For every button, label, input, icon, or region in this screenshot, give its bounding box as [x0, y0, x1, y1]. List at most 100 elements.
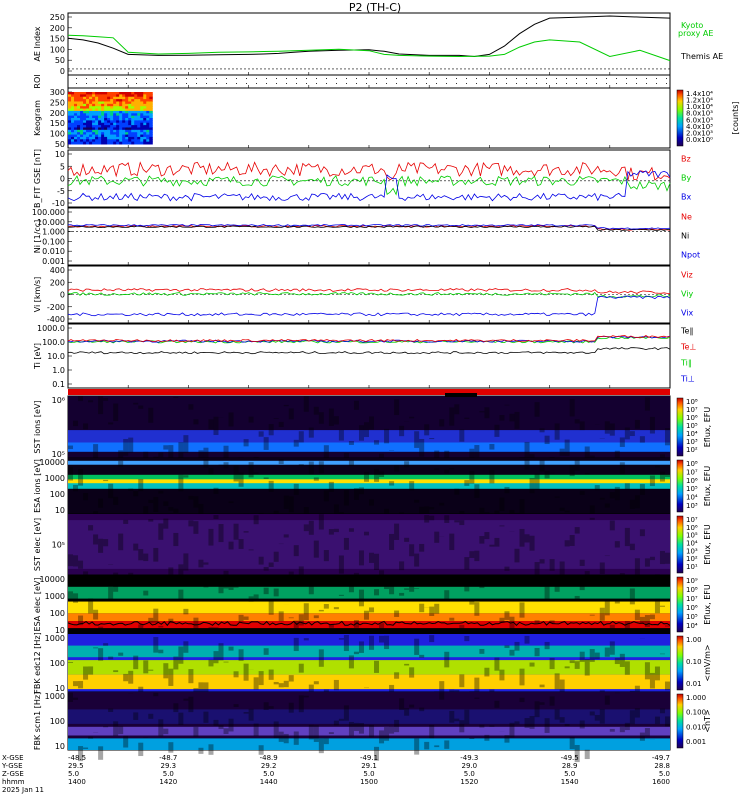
colorbar [677, 577, 683, 632]
x-axis-value: 5.0 [464, 770, 475, 778]
spectrogram-streak [193, 419, 198, 424]
colorbar-tick-label: 10⁸ [686, 398, 698, 406]
spectrogram-streak [575, 527, 580, 533]
spectrogram-streak [259, 557, 264, 565]
spectrogram-streak [279, 683, 284, 687]
spectrogram-streak [188, 404, 193, 409]
spectrogram-streak [294, 440, 299, 447]
colorbar-tick-label: 0.001 [686, 738, 706, 746]
spectrogram-streak [374, 554, 379, 570]
spectrogram-streak [183, 435, 188, 453]
roi-dot [356, 83, 357, 84]
y-tick-label: 300 [50, 88, 65, 97]
spectrogram-streak [364, 611, 369, 620]
spectrogram-streak [635, 610, 640, 621]
roi-dot [646, 78, 647, 79]
spectrogram-streak [459, 720, 464, 732]
spectrogram-streak [514, 549, 519, 563]
roi-dot [146, 78, 147, 79]
spectrogram-streak [530, 583, 535, 586]
roi-dot [246, 83, 247, 84]
spectrogram-streak [540, 559, 545, 563]
spectrogram-streak [595, 485, 600, 490]
panel-ylabel: SST elec [eV] [33, 518, 42, 571]
spectrogram-streak [364, 725, 369, 726]
spectrogram-streak [143, 591, 148, 596]
roi-dot [326, 83, 327, 84]
roi-dot [196, 83, 197, 84]
spectrogram-streak [459, 430, 464, 442]
spectrogram-streak [419, 655, 424, 658]
x-axis-value: 28.8 [654, 762, 670, 770]
roi-dot [236, 78, 237, 79]
spectrogram-streak [414, 738, 419, 754]
y-tick-label: 1000 [45, 634, 65, 643]
keogram-cell [74, 142, 78, 145]
roi-dot [156, 78, 157, 79]
spectrogram-streak [620, 727, 625, 732]
spectrogram-streak [389, 481, 394, 485]
spectrogram-streak [354, 723, 359, 731]
spectrogram-streak [138, 625, 143, 630]
roi-dot [76, 83, 77, 84]
spectrogram-streak [444, 470, 449, 474]
keogram-cell [110, 142, 114, 145]
spectrogram-streak [123, 736, 128, 748]
x-axis-value: 5.0 [659, 770, 670, 778]
colorbar-tick-label: 10³ [686, 502, 698, 510]
spectrogram-streak [249, 549, 254, 550]
spectrogram-streak [289, 703, 294, 713]
roi-dot [476, 83, 477, 84]
spectrogram-streak [620, 654, 625, 667]
spectrogram-streak [434, 532, 439, 543]
spectrogram-streak [449, 711, 454, 723]
y-tick-label: 1.000 [42, 228, 65, 237]
spectrogram-streak [585, 750, 590, 759]
colorbar-label: Eflux, EFU [703, 524, 712, 565]
keogram-cell [86, 142, 90, 145]
spectrogram-streak [399, 561, 404, 570]
spectrogram-streak [489, 725, 494, 726]
roi-dot [236, 83, 237, 84]
spectrogram-streak [590, 649, 595, 662]
roi-dot [286, 78, 287, 79]
spectrogram-streak [334, 607, 339, 609]
roi-dot [546, 78, 547, 79]
legend-entry: Viz [681, 270, 693, 279]
spectrogram-streak [545, 585, 550, 601]
spectrogram-streak [314, 725, 319, 742]
spectrogram-streak [565, 724, 570, 726]
spectrogram-streak [434, 745, 439, 747]
legend-entry: By [681, 173, 691, 182]
keogram-cell [131, 142, 135, 145]
spectrogram-streak [429, 516, 434, 521]
spectrogram-streak [635, 708, 640, 717]
ae-series-line [68, 35, 670, 60]
spectrogram-streak [484, 668, 489, 677]
roi-dot [306, 83, 307, 84]
spectrogram-streak [525, 600, 530, 601]
spectrogram-streak [269, 424, 274, 435]
y-tick-label: 10.0 [47, 352, 65, 361]
spectrogram-streak [580, 560, 585, 566]
spectrogram-streak [645, 728, 650, 736]
spectrogram-streak [499, 498, 504, 511]
roi-dot [166, 78, 167, 79]
spectrogram-streak [118, 653, 123, 656]
roi-dot [376, 78, 377, 79]
spectrogram-streak [580, 652, 585, 662]
spectrogram-streak [615, 487, 620, 500]
spectrogram-streak [178, 646, 183, 663]
y-tick-label: -200 [47, 303, 65, 312]
spectrogram-streak [143, 554, 148, 562]
spectrogram-streak [133, 403, 138, 405]
spectrogram-streak [103, 539, 108, 546]
spectrogram-streak [103, 726, 108, 727]
spectrogram-streak [580, 491, 585, 495]
spectrogram-streak [484, 532, 489, 539]
spectrogram-streak [289, 496, 294, 512]
x-axis-value: -49.5 [561, 754, 579, 762]
spectrogram-streak [208, 419, 213, 429]
y-tick-label: 10 [55, 506, 65, 515]
